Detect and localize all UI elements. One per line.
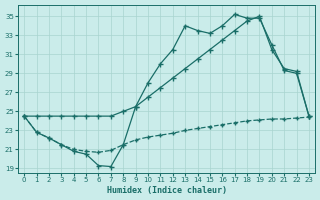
X-axis label: Humidex (Indice chaleur): Humidex (Indice chaleur) (107, 186, 227, 195)
